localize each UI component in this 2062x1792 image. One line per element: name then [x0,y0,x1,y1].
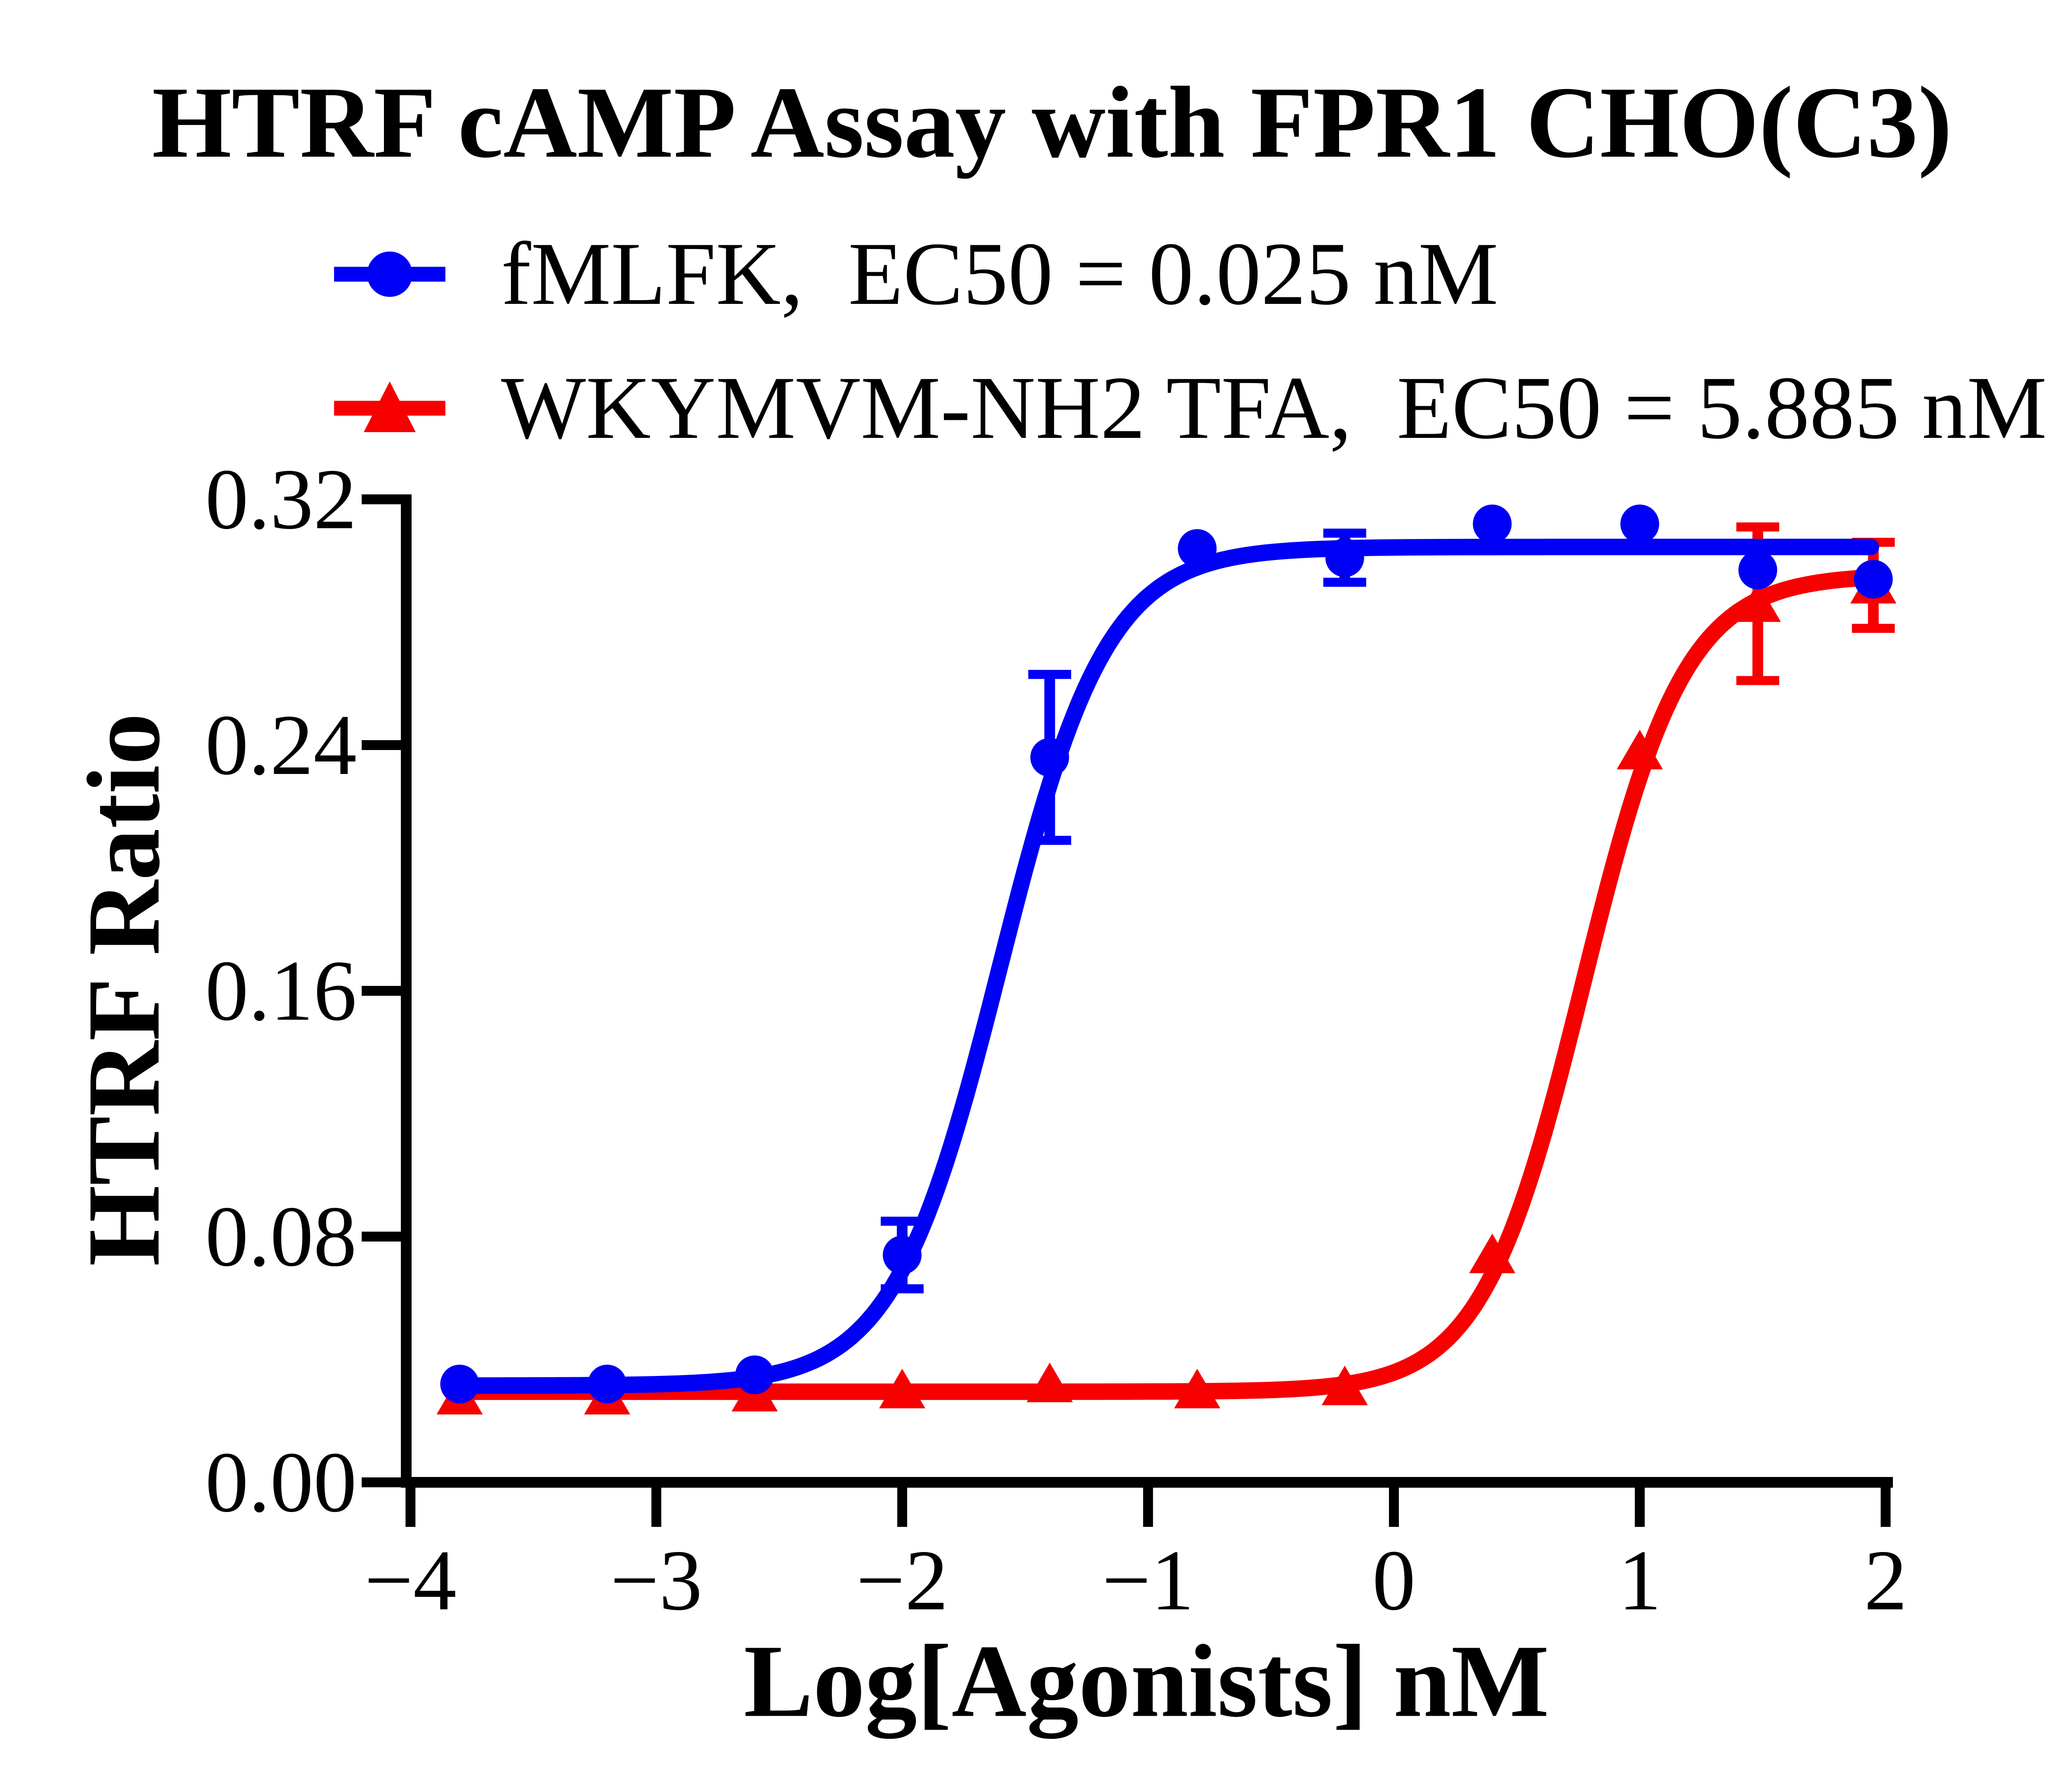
data-point-circle-fmlfk [1178,529,1217,568]
data-point-circle-fmlfk [1473,504,1512,543]
legend-marker-triangle-icon [334,381,445,432]
data-point-triangle-wkymvm-nh2-tfa [1617,729,1663,769]
x-tick-label: −3 [610,1533,703,1628]
data-point-circle-fmlfk [588,1364,627,1404]
data-point-circle-fmlfk [440,1364,479,1404]
legend-label-wkymvm: WKYMVM-NH2 TFA, EC50 = 5.885 nM [501,358,2047,458]
y-tick-label: 0.00 [205,1435,357,1530]
y-tick-mark [362,1232,401,1242]
x-tick-mark [1143,1488,1153,1527]
data-point-triangle-wkymvm-nh2-tfa [1469,1233,1516,1273]
y-tick-label: 0.24 [205,697,357,793]
x-tick-mark [1635,1488,1645,1527]
y-tick-mark [362,740,401,750]
x-tick-mark [1881,1488,1891,1527]
x-tick-mark [651,1488,661,1527]
x-tick-mark [1389,1488,1399,1527]
data-point-circle-fmlfk [735,1355,774,1395]
data-point-triangle-wkymvm-nh2-tfa [1174,1369,1221,1409]
y-tick-label: 0.08 [205,1189,357,1284]
y-tick-mark [362,1477,401,1487]
y-tick-label: 0.32 [205,452,357,547]
x-tick-label: 0 [1372,1533,1416,1628]
fit-curve-fmlfk [451,539,1879,1394]
x-tick-label: −4 [364,1533,457,1628]
y-axis-line [401,494,412,1488]
x-tick-label: 1 [1618,1533,1662,1628]
fit-curve-wkymvm-nh2-tfa [451,569,1879,1400]
data-point-circle-fmlfk [1030,738,1069,777]
x-axis-line [401,1477,1893,1488]
x-tick-label: −1 [1102,1533,1194,1628]
legend-item-fmlfk: fMLFK, EC50 = 0.025 nM [332,221,1498,328]
chart-title: HTRF cAMP Assay with FPR1 CHO(C3) [152,66,1952,179]
x-tick-mark [897,1488,907,1527]
x-axis-title: Log[Agonists] nM [744,1623,1549,1739]
x-tick-label: −2 [856,1533,949,1628]
data-point-triangle-wkymvm-nh2-tfa [1026,1362,1073,1402]
data-point-circle-fmlfk [1738,550,1777,590]
y-tick-mark [362,494,401,504]
data-point-circle-fmlfk [1620,504,1659,543]
data-point-circle-fmlfk [883,1235,922,1275]
data-point-triangle-wkymvm-nh2-tfa [1735,582,1781,622]
y-tick-label: 0.16 [205,943,357,1039]
legend-marker-circle-icon [334,252,445,297]
legend-label-fmlfk: fMLFK, EC50 = 0.025 nM [501,224,1499,324]
data-point-circle-fmlfk [1325,538,1364,577]
y-tick-mark [362,986,401,996]
x-tick-mark [405,1488,416,1527]
data-point-circle-fmlfk [1854,560,1893,599]
data-point-triangle-wkymvm-nh2-tfa [1321,1366,1368,1406]
legend-item-wkymvm: WKYMVM-NH2 TFA, EC50 = 5.885 nM [332,355,2047,462]
data-point-triangle-wkymvm-nh2-tfa [879,1369,925,1409]
x-tick-label: 2 [1864,1533,1907,1628]
